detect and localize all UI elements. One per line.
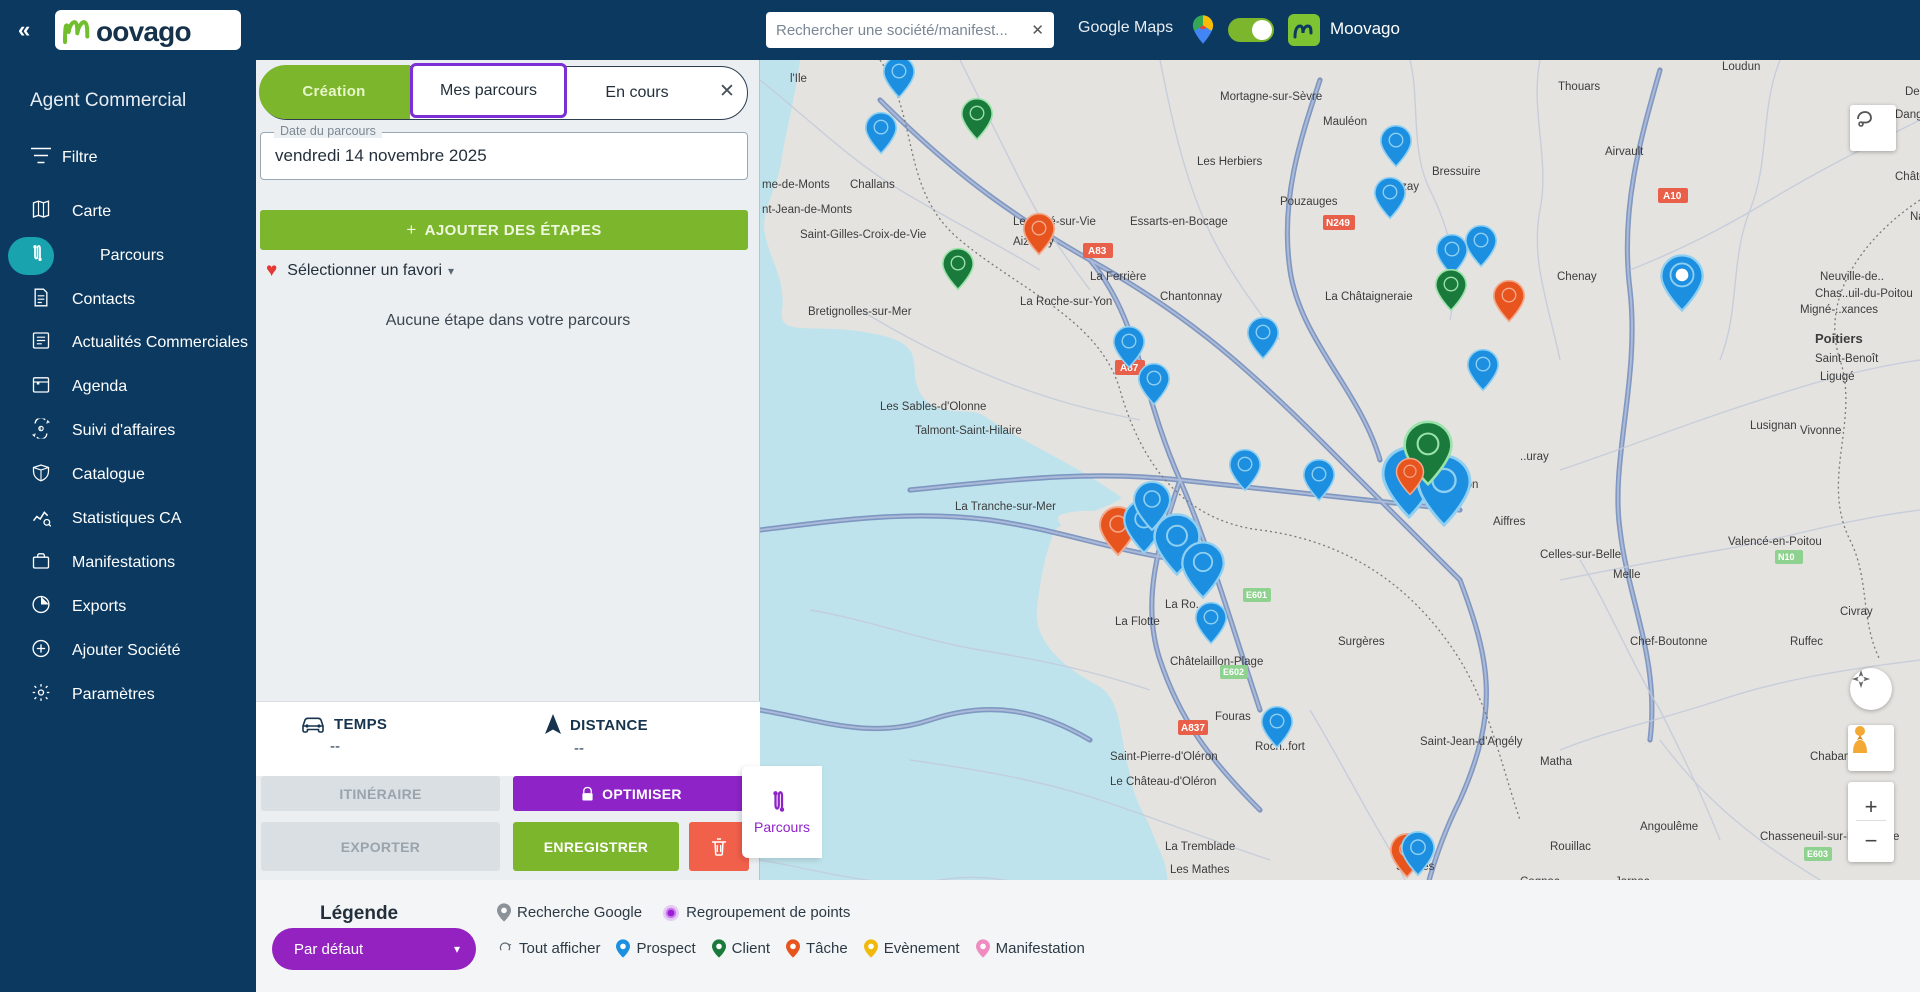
svg-text:Ruffec: Ruffec: [1790, 636, 1823, 648]
svg-text:Matha: Matha: [1540, 756, 1573, 768]
svg-text:Chas..uil-du-Poitou: Chas..uil-du-Poitou: [1815, 288, 1913, 300]
svg-text:A837: A837: [1181, 723, 1205, 734]
svg-text:La Tremblade: La Tremblade: [1165, 841, 1235, 853]
svg-text:Saint-Gilles-Croix-de-Vie: Saint-Gilles-Croix-de-Vie: [800, 229, 926, 241]
svg-text:Dange-Saint-Romain: Dange-Saint-Romain: [1895, 109, 1920, 121]
svg-text:Saint-Pierre-d'Oléron: Saint-Pierre-d'Oléron: [1110, 751, 1218, 763]
svg-text:Fouras: Fouras: [1215, 711, 1251, 723]
svg-text:Les Herbiers: Les Herbiers: [1197, 156, 1262, 168]
svg-text:Bretignolles-sur-Mer: Bretignolles-sur-Mer: [808, 306, 912, 318]
svg-text:La Châtaigneraie: La Châtaigneraie: [1325, 291, 1413, 303]
svg-text:Essarts-en-Bocage: Essarts-en-Bocage: [1130, 216, 1228, 228]
svg-text:Challans: Challans: [850, 179, 895, 191]
svg-text:..uray: ..uray: [1520, 451, 1549, 463]
svg-text:Saint-Benoît: Saint-Benoît: [1815, 353, 1879, 365]
svg-text:Talmont-Saint-Hilaire: Talmont-Saint-Hilaire: [915, 425, 1022, 437]
svg-text:A83: A83: [1088, 246, 1107, 257]
svg-text:E602: E602: [1223, 667, 1244, 677]
svg-text:Le Château-d'Oléron: Le Château-d'Oléron: [1110, 776, 1216, 788]
svg-text:N10: N10: [1778, 552, 1795, 562]
svg-text:La Flotte: La Flotte: [1115, 616, 1160, 628]
svg-text:Ligugé: Ligugé: [1820, 371, 1855, 383]
svg-text:La Ferrière: La Ferrière: [1090, 271, 1146, 283]
svg-text:Loudun: Loudun: [1722, 61, 1760, 73]
svg-text:Mortagne-sur-Sèvre: Mortagne-sur-Sèvre: [1220, 91, 1322, 103]
svg-text:Poitiers: Poitiers: [1815, 331, 1863, 346]
svg-text:Neuville-de..: Neuville-de..: [1820, 271, 1884, 283]
svg-text:Chef-Boutonne: Chef-Boutonne: [1630, 636, 1707, 648]
svg-text:Mauléon: Mauléon: [1323, 116, 1367, 128]
svg-text:Melle: Melle: [1613, 569, 1640, 581]
svg-text:oovago: oovago: [96, 16, 191, 47]
svg-text:Les Mathes: Les Mathes: [1170, 864, 1230, 876]
svg-text:Surgères: Surgères: [1338, 636, 1385, 648]
svg-text:Naintré: Naintré: [1910, 211, 1920, 223]
svg-text:Aiffres: Aiffres: [1493, 516, 1526, 528]
svg-text:La Roche-sur-Yon: La Roche-sur-Yon: [1020, 296, 1112, 308]
svg-text:Chantonnay: Chantonnay: [1160, 291, 1222, 303]
svg-text:me-de-Monts: me-de-Monts: [762, 179, 830, 191]
svg-text:Civray: Civray: [1840, 606, 1873, 618]
svg-text:Bressuire: Bressuire: [1432, 166, 1481, 178]
svg-text:E603: E603: [1807, 849, 1828, 859]
svg-text:E601: E601: [1246, 590, 1267, 600]
svg-text:Saint-Jean-d'Angély: Saint-Jean-d'Angély: [1420, 736, 1523, 748]
svg-text:Angoulême: Angoulême: [1640, 821, 1698, 833]
svg-text:Airvault: Airvault: [1605, 146, 1644, 158]
svg-text:Chenay: Chenay: [1557, 271, 1597, 283]
svg-text:Rouillac: Rouillac: [1550, 841, 1591, 853]
svg-text:N249: N249: [1326, 218, 1350, 229]
svg-text:Celles-sur-Belle: Celles-sur-Belle: [1540, 549, 1621, 561]
svg-text:l'Ile: l'Ile: [790, 73, 807, 85]
svg-text:A10: A10: [1663, 191, 1682, 202]
svg-text:Valencé-en-Poitou: Valencé-en-Poitou: [1728, 536, 1822, 548]
svg-text:La Tranche-sur-Mer: La Tranche-sur-Mer: [955, 501, 1056, 513]
svg-text:Thouars: Thouars: [1558, 81, 1600, 93]
svg-text:Les Sables-d'Olonne: Les Sables-d'Olonne: [880, 401, 986, 413]
svg-text:Descartes: Descartes: [1905, 86, 1920, 98]
svg-text:Châtelaillon-Plage: Châtelaillon-Plage: [1170, 656, 1263, 668]
svg-text:Lusignan: Lusignan: [1750, 420, 1797, 432]
svg-text:nt-Jean-de-Monts: nt-Jean-de-Monts: [762, 204, 852, 216]
svg-text:Vivonne: Vivonne: [1800, 425, 1841, 437]
svg-text:Pouzauges: Pouzauges: [1280, 196, 1338, 208]
svg-text:Migné-..xances: Migné-..xances: [1800, 304, 1878, 316]
svg-text:Châtellerault: Châtellerault: [1895, 171, 1920, 183]
